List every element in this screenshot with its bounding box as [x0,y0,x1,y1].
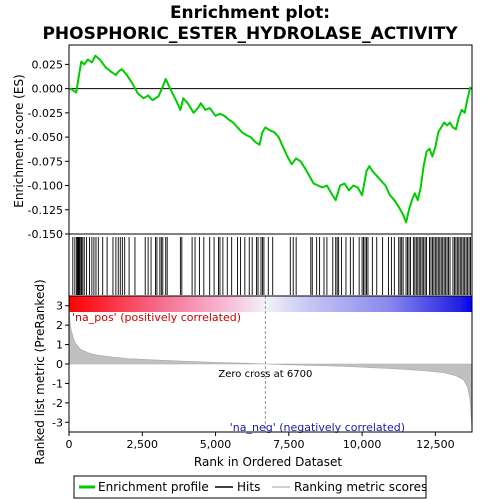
metric-y-tick-label: 2 [56,319,63,332]
metric-y-tick-label: -2 [52,397,63,410]
metric-y-tick-label: -3 [52,416,63,429]
legend-box [73,475,427,499]
zero-cross-label: Zero cross at 6700 [218,369,312,380]
es-y-tick-label: 0.025 [32,58,64,71]
metric-plot-frame [68,295,473,433]
es-y-tick-label: -0.100 [28,180,63,193]
legend-ranking-label: Ranking metric scores [294,480,427,494]
metric-panel: 3 2 1 0 -1 -2 -3 'na_pos' (positively correlate… [52,295,473,451]
es-y-tick-label: -0.050 [28,131,63,144]
es-y-tick-label: -0.025 [28,107,63,120]
ranking-metric-area [68,301,473,431]
x-tick-label: 5,000 [200,438,232,451]
x-tick-label: 2,500 [127,438,159,451]
chart-title-line2: PHOSPHORIC_ESTER_HYDROLASE_ACTIVITY [42,24,458,44]
legend: Enrichment profile Hits Ranking metric s… [73,475,427,499]
es-y-tick-label: -0.150 [28,228,63,241]
es-y-tick-label: -0.125 [28,204,63,217]
es-plot-area [69,45,472,234]
es-y-axis-label: Enrichment score (ES) [12,74,26,207]
hits-area [69,234,472,296]
metric-y-tick-label: 0 [56,358,63,371]
es-y-tick-label: 0.000 [32,83,64,96]
metric-y-tick-label: 3 [56,300,63,313]
x-tick-label: 0 [66,438,73,451]
es-panel: 0.025 0.000 -0.025 -0.050 -0.075 -0.100 -0.125… [28,44,473,241]
x-axis-label: Rank in Ordered Dataset [194,455,342,469]
x-tick-label: 10,000 [343,438,382,451]
metric-color-bar [69,296,472,312]
enrichment-profile-line [68,54,472,224]
legend-enrichment-label: Enrichment profile [98,480,209,494]
es-y-tick-label: -0.075 [28,155,63,168]
chart-title-line1: Enrichment plot: [170,3,330,23]
legend-hits-label: Hits [237,480,260,494]
positive-correlation-label: 'na_pos' (positively correlated) [72,311,241,324]
hits-panel [68,233,473,312]
metric-y-tick-label: 1 [56,339,63,352]
metric-y-axis-label: Ranked list metric (PreRanked) [33,279,47,464]
negative-correlation-label: 'na_neg' (negatively correlated) [230,421,405,434]
x-tick-label: 7,500 [273,438,305,451]
x-tick-label: 12,500 [416,438,455,451]
metric-y-tick-label: -1 [52,377,63,390]
